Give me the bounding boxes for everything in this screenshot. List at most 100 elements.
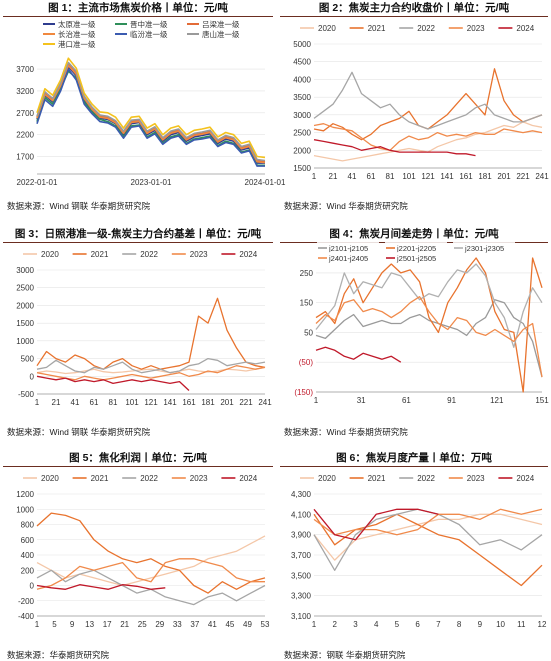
legend-bg xyxy=(317,252,379,261)
panel-title: 图 1：主流市场焦炭价格丨单位：元/吨 xyxy=(3,0,273,17)
legend-label: 临汾准一级 xyxy=(130,29,168,39)
y-tick-label: 4,300 xyxy=(291,490,312,499)
y-tick-label: 3,100 xyxy=(291,612,312,621)
panel-title: 图 3：日照港准一级-焦炭主力合约基差丨单位：元/吨 xyxy=(3,226,273,243)
series-line xyxy=(313,513,543,587)
y-tick-label: 1000 xyxy=(16,337,34,346)
x-tick-label: 181 xyxy=(478,172,492,181)
x-tick-label: 2 xyxy=(333,620,338,629)
legend-label: 2020 xyxy=(41,250,59,259)
series-line xyxy=(36,512,266,594)
y-tick-label: 3,500 xyxy=(291,571,312,580)
legend-label: 2023 xyxy=(467,24,485,33)
series-line xyxy=(315,257,543,393)
series-line xyxy=(36,375,190,391)
x-tick-label: 91 xyxy=(447,396,456,405)
x-tick-label: 141 xyxy=(163,398,177,407)
y-tick-label: 1500 xyxy=(293,164,311,173)
panel-3: 图 3：日照港准一级-焦炭主力合约基差丨单位：元/吨 -500 0 500 1000 1… xyxy=(3,226,273,438)
x-tick-label: 61 xyxy=(90,398,99,407)
x-tick-label: 151 xyxy=(535,396,549,405)
y-tick-label: 2700 xyxy=(16,109,34,118)
series-line xyxy=(36,535,266,587)
panel-5: 图 5：焦化利润丨单位：元/吨 -400 -200 0 200 400 600 800 100… xyxy=(3,450,273,661)
legend-label: 2021 xyxy=(368,474,386,483)
series-line xyxy=(313,123,543,151)
chart-5: -400 -200 0 200 400 600 800 1000 1200 1 5 9 13 17 21 25… xyxy=(16,474,270,629)
y-tick-label: 600 xyxy=(21,536,35,545)
y-tick-label: 3,900 xyxy=(291,531,312,540)
y-tick-label: -200 xyxy=(18,597,35,606)
x-tick-label: 101 xyxy=(402,172,416,181)
legend-label: 2021 xyxy=(368,24,386,33)
series-line xyxy=(36,297,266,370)
source-note: 数据来源：华泰期货研究院 xyxy=(7,650,110,660)
x-tick-label: 121 xyxy=(421,172,435,181)
legend-label: 2020 xyxy=(318,24,336,33)
x-tick-label: 1 xyxy=(312,172,317,181)
panel-1: 图 1：主流市场焦炭价格丨单位：元/吨 1700 2200 2700 3200 3700… xyxy=(3,0,286,212)
legend-label: j2301-j2305 xyxy=(464,244,504,253)
x-tick-label: 12 xyxy=(538,620,547,629)
y-tick-label: (150) xyxy=(294,388,313,397)
x-tick-label: 121 xyxy=(490,396,504,405)
y-tick-label: 0 xyxy=(30,372,35,381)
legend-bg xyxy=(385,252,447,261)
source-note: 数据来源：Wind 华泰期货研究院 xyxy=(284,201,408,211)
x-tick-label: 8 xyxy=(457,620,462,629)
x-tick-label: 61 xyxy=(402,396,411,405)
x-tick-label: 7 xyxy=(436,620,441,629)
series-line xyxy=(315,263,543,348)
x-tick-label: 201 xyxy=(497,172,511,181)
x-tick-label: 1 xyxy=(314,396,319,405)
legend-label: 2024 xyxy=(239,250,257,259)
panel-6: 图 6：焦炭月度产量丨单位：万吨 3,100 3,300 3,500 3,700 3,9… xyxy=(280,450,548,661)
series-line xyxy=(36,365,266,381)
x-tick-label: 21 xyxy=(329,172,338,181)
legend-label: 2022 xyxy=(140,250,158,259)
y-tick-label: 3200 xyxy=(16,87,34,96)
series-line xyxy=(36,70,265,167)
x-tick-label: 181 xyxy=(201,398,215,407)
source-note: 数据来源：Wind 钢联 华泰期货研究院 xyxy=(7,201,151,211)
y-tick-label: 3500 xyxy=(293,93,311,102)
series-line xyxy=(315,296,543,378)
x-tick-label: 49 xyxy=(243,620,252,629)
series-line xyxy=(36,66,265,164)
y-tick-label: 3,700 xyxy=(291,551,312,560)
legend-label: 吕梁准一级 xyxy=(202,19,240,29)
panel-2: 图 2：焦炭主力合约收盘价丨单位：元/吨 1500 2000 2500 3000 350… xyxy=(280,0,549,212)
x-tick-label: 241 xyxy=(258,398,272,407)
x-tick-label: 121 xyxy=(144,398,158,407)
x-tick-label: 161 xyxy=(182,398,196,407)
legend-label: 2023 xyxy=(190,474,208,483)
chart-1: 1700 2200 2700 3200 3700 2022-01-01 2023-01-01… xyxy=(16,19,286,187)
series-line xyxy=(36,558,265,590)
x-tick-label: 53 xyxy=(261,620,270,629)
chart-4: (150) (50) 50 150 250 1 31 61 91 121 151 j2101-j210… xyxy=(294,242,549,405)
x-tick-label: 45 xyxy=(225,620,234,629)
legend-label: j2401-j2405 xyxy=(328,254,368,263)
legend-label: 长治准一级 xyxy=(58,29,96,39)
series-line xyxy=(36,357,266,374)
y-tick-label: 5000 xyxy=(293,40,311,49)
source-note: 数据来源：Wind 华泰期货研究院 xyxy=(284,427,408,437)
y-tick-label: 150 xyxy=(300,299,314,308)
x-tick-label: 25 xyxy=(138,620,147,629)
x-tick-label: 21 xyxy=(52,398,61,407)
x-tick-label: 11 xyxy=(517,620,526,629)
y-tick-label: 2200 xyxy=(16,131,34,140)
x-tick-label: 9 xyxy=(478,620,483,629)
x-tick-label: 13 xyxy=(85,620,94,629)
series-line xyxy=(36,61,266,162)
series-line xyxy=(313,508,543,536)
legend-label: 2020 xyxy=(41,474,59,483)
legend-label: 太原准一级 xyxy=(58,19,96,29)
y-tick-label: 1200 xyxy=(16,490,34,499)
legend-bg xyxy=(317,242,379,251)
legend-label: 2022 xyxy=(140,474,158,483)
series-line xyxy=(315,346,402,363)
y-tick-label: 2500 xyxy=(293,129,311,138)
x-tick-label: 241 xyxy=(535,172,549,181)
panel-title: 图 2：焦炭主力合约收盘价丨单位：元/吨 xyxy=(280,0,548,17)
